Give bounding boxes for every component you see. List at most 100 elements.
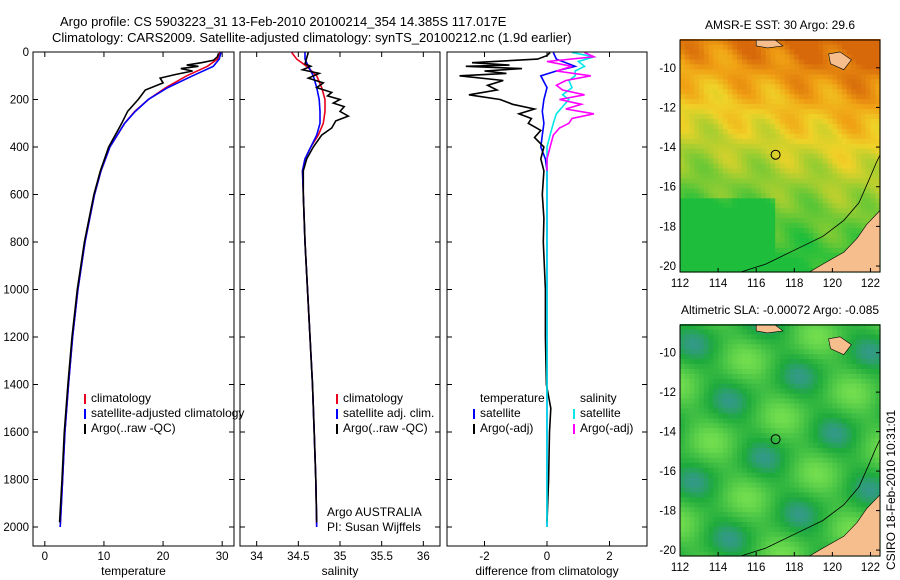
map-cell	[822, 63, 829, 70]
map-cell	[784, 462, 791, 468]
map-cell	[818, 39, 824, 45]
map-cell	[875, 153, 881, 159]
map-cell	[699, 123, 705, 129]
map-cell	[708, 403, 714, 409]
map-cell	[732, 403, 738, 409]
map-cell	[799, 348, 805, 355]
map-cell	[818, 207, 824, 214]
map-cell	[732, 324, 738, 330]
map-cell	[713, 457, 719, 463]
map-cell	[741, 257, 748, 263]
map-cell	[756, 212, 762, 219]
map-cell	[832, 496, 838, 503]
map-cell	[770, 452, 776, 458]
map-cell	[856, 348, 862, 355]
map-cell	[794, 388, 800, 394]
map-cell	[813, 467, 819, 473]
map-cell	[718, 363, 724, 369]
map-cell	[803, 143, 810, 149]
map-cell	[818, 417, 824, 424]
map-cell	[856, 78, 862, 85]
map-cell	[851, 63, 857, 70]
map-cell	[727, 338, 733, 345]
map-cell	[761, 172, 767, 179]
map-cell	[865, 98, 872, 105]
map-cell	[741, 506, 748, 513]
map-cell	[727, 177, 733, 184]
map-cell	[718, 108, 724, 114]
map-cell	[751, 482, 757, 488]
map-cell	[870, 447, 876, 453]
map-cell	[689, 422, 695, 429]
argo-float-marker	[770, 434, 781, 445]
map-cell	[799, 403, 805, 409]
map-cell	[737, 546, 743, 552]
map-cell	[741, 128, 748, 134]
map-cell	[746, 526, 753, 532]
x-tick-label: 120	[823, 562, 842, 574]
map-cell	[703, 511, 710, 518]
map-cell	[746, 123, 753, 129]
map-cell	[727, 486, 733, 493]
map-cell	[699, 462, 705, 468]
map-cell	[684, 202, 691, 209]
map-cell	[718, 172, 724, 179]
map-cell	[794, 338, 800, 345]
map-cell	[741, 472, 748, 478]
map-cell	[761, 123, 767, 129]
map-cell	[689, 378, 695, 384]
map-cell	[694, 148, 700, 154]
map-cell	[713, 252, 719, 258]
map-cell	[856, 417, 862, 424]
map-cell	[737, 167, 743, 174]
map-cell	[789, 324, 795, 330]
map-cell	[803, 138, 810, 144]
map-cell	[746, 324, 753, 330]
map-cell	[784, 373, 791, 379]
map-cell	[780, 217, 786, 224]
map-cell	[837, 177, 843, 184]
map-cell	[780, 143, 786, 149]
map-cell	[803, 403, 810, 409]
map-cell	[794, 242, 800, 248]
map-cell	[799, 417, 805, 424]
map-cell	[746, 63, 753, 70]
map-cell	[703, 501, 710, 508]
map-cell	[808, 153, 814, 159]
map-cell	[837, 437, 843, 443]
map-cell	[803, 452, 810, 458]
map-cell	[761, 78, 767, 85]
map-cell	[741, 118, 748, 124]
map-cell	[770, 333, 776, 340]
map-cell	[751, 257, 757, 263]
map-cell	[856, 88, 862, 95]
map-cell	[813, 506, 819, 513]
map-cell	[737, 133, 743, 139]
map-cell	[875, 78, 881, 85]
map-cell	[827, 422, 833, 429]
map-cell	[713, 412, 719, 419]
map-cell	[818, 467, 824, 473]
map-cell	[689, 98, 695, 105]
map-cell	[789, 348, 795, 355]
map-cell	[689, 491, 695, 498]
map-cell	[746, 521, 753, 527]
map-cell	[732, 192, 738, 199]
map-cell	[765, 486, 772, 493]
map-cell	[684, 143, 691, 149]
map-cell	[794, 531, 800, 537]
map-cell	[851, 207, 857, 214]
map-cell	[689, 541, 695, 547]
map-cell	[841, 521, 848, 527]
map-cell	[689, 388, 695, 394]
map-cell	[756, 373, 762, 379]
map-cell	[841, 93, 848, 100]
map-cell	[718, 118, 724, 124]
map-cell	[808, 73, 814, 80]
map-cell	[789, 133, 795, 139]
map-cell	[684, 551, 691, 557]
map-cell	[813, 457, 819, 463]
map-cell	[875, 63, 881, 70]
map-cell	[789, 368, 795, 374]
map-cell	[780, 442, 786, 448]
